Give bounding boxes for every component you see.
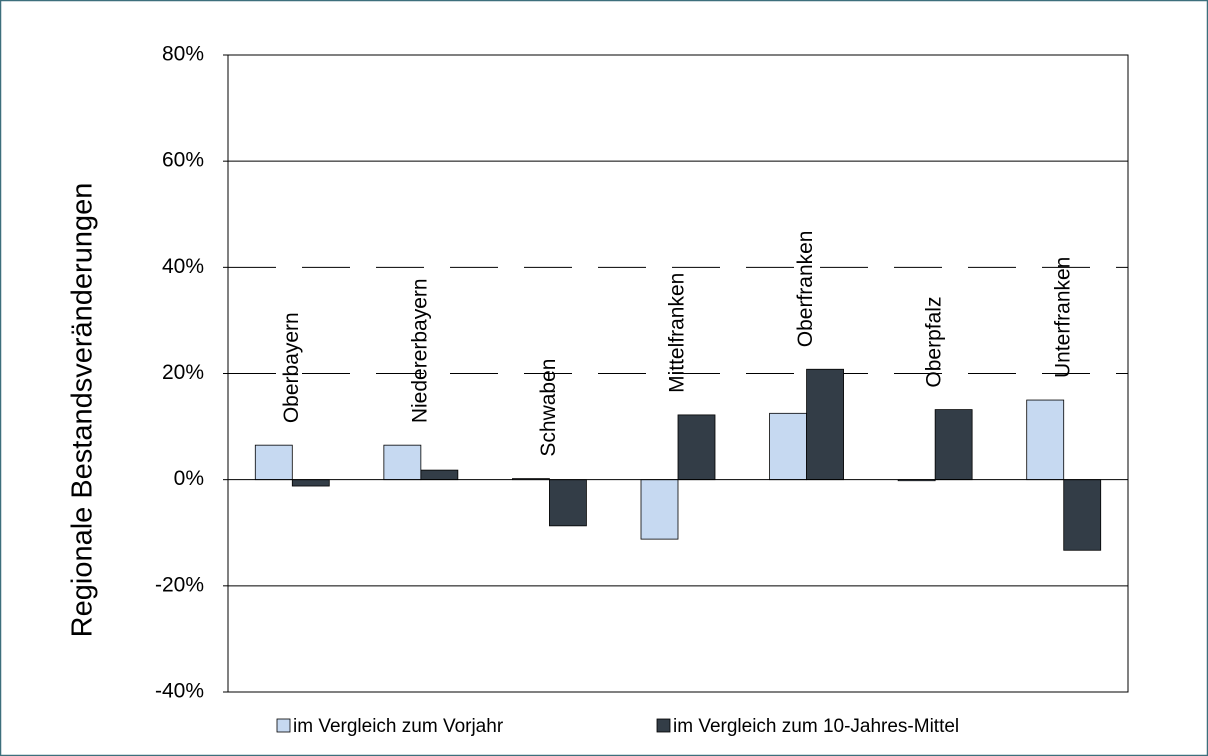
category-label: Oberfranken [794,231,817,348]
bar [806,368,844,481]
y-tick-label: 20% [162,361,204,384]
y-tick-label: 40% [162,255,204,278]
category-label: Oberbayern [280,312,303,423]
category-label: Schwaben [537,359,560,457]
y-tick-label: 80% [162,43,204,66]
category-label: Mittelfranken [666,273,689,393]
bar [1063,479,1102,551]
bar [1026,399,1065,481]
bar [640,479,679,540]
y-tick-label: 60% [162,149,204,172]
category-label: Niedererbayern [408,278,431,423]
y-tick-label: 0% [174,467,204,490]
bar [934,409,973,481]
category-label: Unterfranken [1051,257,1074,378]
legend-swatch [276,718,291,733]
bar [677,414,716,481]
bar [383,444,422,481]
legend-label: im Vergleich zum 10-Jahres-Mittel [673,716,959,737]
bar [420,469,459,481]
bar [254,444,293,481]
legend-swatch [656,718,671,733]
category-label: Oberpfalz [923,297,946,388]
bar [549,479,587,527]
bar [769,412,807,481]
bar [291,479,330,487]
y-tick-label: -20% [155,573,204,596]
y-axis-label: Regionale Bestandsveränderungen [67,183,99,638]
legend-label: im Vergleich zum Vorjahr [293,716,504,737]
y-tick-label: -40% [155,680,204,703]
